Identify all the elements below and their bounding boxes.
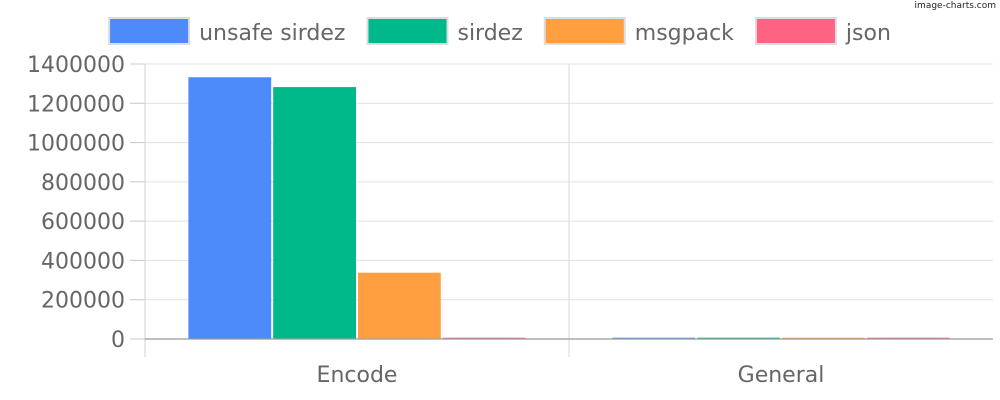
legend-swatch <box>108 17 191 45</box>
legend-label: msgpack <box>635 21 734 46</box>
grid <box>145 63 993 339</box>
watermark: image-charts.com <box>914 1 996 11</box>
legend-label: sirdez <box>457 21 522 46</box>
legend-swatch <box>366 17 449 45</box>
axes: 0 200000 400000 600000 800000 1000000 1200000 1… <box>27 53 993 388</box>
legend-item-msgpack[interactable]: msgpack <box>543 17 734 46</box>
y-tick-label: 1200000 <box>27 92 125 117</box>
bar-sirdez-encode <box>273 87 357 340</box>
y-tick-label: 600000 <box>41 210 125 235</box>
x-tick-label: General <box>738 363 825 388</box>
x-tick-label: Encode <box>317 363 398 388</box>
y-tick-label: 800000 <box>41 171 125 196</box>
bar-msgpack-encode <box>358 272 441 340</box>
y-tick-label: 200000 <box>41 289 125 314</box>
legend-swatch <box>543 17 626 45</box>
y-tick-label: 1000000 <box>27 132 125 157</box>
legend-item-json[interactable]: json <box>754 17 891 46</box>
legend-label: unsafe sirdez <box>199 21 345 46</box>
y-tick-label: 0 <box>111 328 125 353</box>
legend-item-unsafe-sirdez[interactable]: unsafe sirdez <box>108 17 345 46</box>
y-tick-label: 1400000 <box>27 53 125 78</box>
legend: unsafe sirdez sirdez msgpack json <box>108 17 891 46</box>
legend-item-sirdez[interactable]: sirdez <box>366 17 523 46</box>
legend-swatch <box>754 17 837 45</box>
legend-label: json <box>845 21 891 46</box>
y-tick-label: 400000 <box>41 249 125 274</box>
bar-unsafe-sirdez-encode <box>188 77 272 340</box>
